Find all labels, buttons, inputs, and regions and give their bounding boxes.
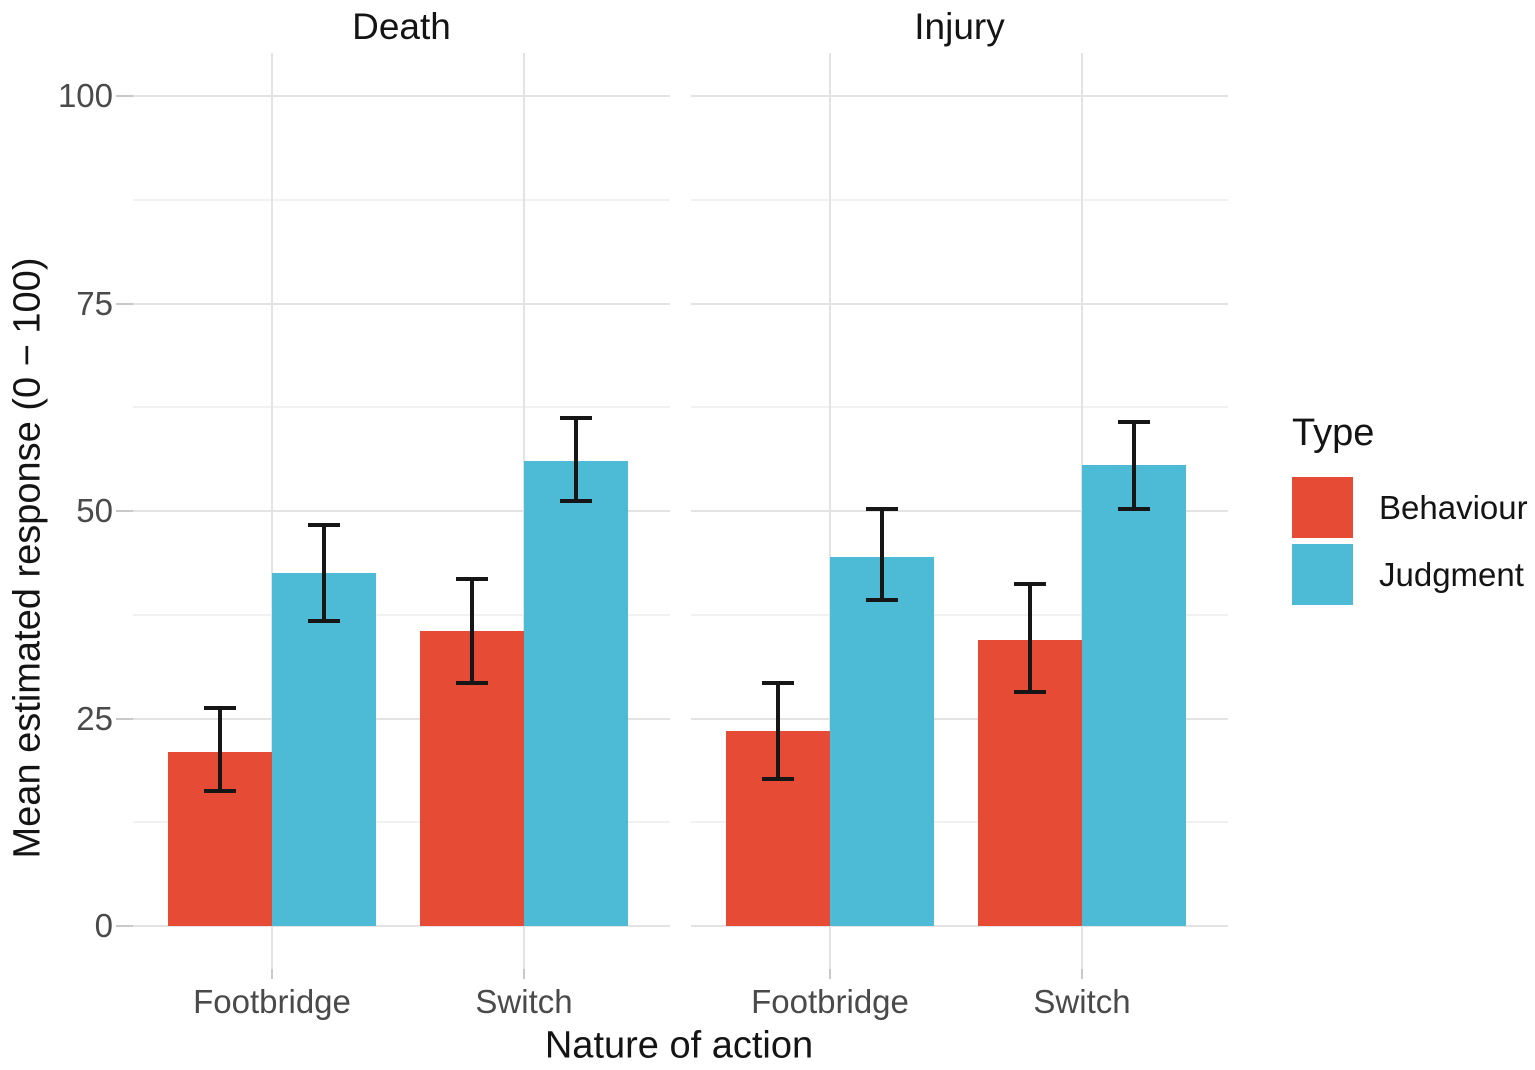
legend-title: Type: [1292, 412, 1375, 454]
error-bar-stem: [574, 415, 578, 503]
gridline-minor: [691, 613, 1228, 616]
error-bar-stem: [470, 577, 474, 686]
gridline-major: [133, 925, 670, 927]
error-bar-cap-bottom: [560, 498, 592, 503]
bar-judgment-switch-death: [524, 461, 628, 926]
bar-judgment-footbridge-injury: [830, 556, 934, 926]
error-bar-behaviour-footbridge-injury: [762, 681, 794, 781]
error-bar-judgment-footbridge-death: [308, 523, 340, 624]
gridline-minor: [691, 821, 1228, 824]
legend-item-judgment: Judgment: [1292, 544, 1528, 605]
y-tick-label: 50: [76, 492, 113, 529]
error-bar-cap-top: [308, 523, 340, 528]
gridline-minor: [133, 406, 670, 409]
gridline-major: [691, 95, 1228, 97]
error-bar-cap-top: [762, 681, 794, 686]
error-bar-cap-top: [1014, 581, 1046, 586]
gridline-minor: [691, 406, 1228, 409]
x-axis-title: Nature of action: [544, 1024, 814, 1067]
y-tick-label: 25: [76, 699, 113, 737]
gridline-vertical: [271, 53, 273, 969]
x-tick: [1081, 969, 1083, 979]
legend: Type Behaviour Judgment: [1292, 412, 1528, 605]
y-tick-label: 0: [94, 907, 113, 944]
error-bar-cap-top: [1118, 419, 1150, 424]
gridline-minor: [133, 613, 670, 616]
error-bar-judgment-footbridge-injury: [866, 506, 898, 603]
error-bar-stem: [1132, 419, 1136, 511]
gridline-minor: [133, 198, 670, 201]
error-bar-cap-top: [456, 577, 488, 582]
gridline-major: [133, 95, 670, 97]
error-bar-cap-bottom: [308, 619, 340, 624]
error-bar-behaviour-footbridge-death: [204, 706, 236, 794]
gridline-major: [691, 925, 1228, 927]
x-tick: [271, 969, 273, 979]
error-bar-cap-bottom: [204, 789, 236, 794]
gridline-major: [133, 510, 670, 512]
x-tick-label: Footbridge: [193, 983, 351, 1020]
error-bar-cap-top: [866, 506, 898, 511]
error-bar-stem: [218, 706, 222, 794]
error-bar-cap-bottom: [762, 776, 794, 781]
error-bar-behaviour-switch-injury: [1014, 581, 1046, 694]
y-tick: [116, 510, 133, 512]
error-bar-cap-top: [204, 706, 236, 711]
error-bar-stem: [776, 681, 780, 781]
gridline-vertical: [829, 53, 831, 969]
error-bar-cap-bottom: [1014, 689, 1046, 694]
error-bar-behaviour-switch-death: [456, 577, 488, 686]
legend-label-judgment: Judgment: [1379, 555, 1524, 593]
y-tick: [116, 302, 133, 305]
legend-item-behaviour: Behaviour: [1292, 477, 1528, 538]
error-bar-cap-bottom: [1118, 506, 1150, 511]
legend-swatch-judgment: [1292, 544, 1353, 605]
bar-judgment-footbridge-death: [272, 573, 376, 926]
error-bar-judgment-switch-injury: [1118, 419, 1150, 511]
error-bar-cap-top: [560, 415, 592, 420]
error-bar-stem: [322, 523, 326, 624]
facet-panel-death: [133, 53, 670, 969]
facet-title-death: Death: [352, 6, 451, 47]
x-tick-label: Footbridge: [751, 983, 909, 1020]
gridline-major: [133, 717, 670, 720]
y-tick-label: 100: [57, 77, 113, 114]
x-tick-label: Switch: [1033, 983, 1131, 1020]
gridline-major: [691, 302, 1228, 305]
error-bar-cap-bottom: [866, 598, 898, 603]
error-bar-cap-bottom: [456, 681, 488, 686]
gridline-major: [691, 510, 1228, 512]
legend-label-behaviour: Behaviour: [1379, 488, 1528, 526]
legend-swatch-behaviour: [1292, 477, 1353, 538]
error-bar-stem: [1028, 581, 1032, 694]
x-tick: [523, 969, 525, 979]
error-bar-judgment-switch-death: [560, 415, 592, 503]
gridline-major: [691, 717, 1228, 720]
y-tick: [116, 95, 133, 97]
y-tick: [116, 717, 133, 720]
y-tick: [116, 925, 133, 927]
x-tick: [829, 969, 831, 979]
gridline-minor: [133, 821, 670, 824]
gridline-major: [133, 302, 670, 305]
y-axis-title: Mean estimated response (0 − 100): [6, 257, 49, 859]
gridline-minor: [691, 198, 1228, 201]
y-tick-label: 75: [76, 284, 113, 322]
error-bar-stem: [880, 506, 884, 603]
facet-panel-injury: [691, 53, 1228, 969]
legend-items: Behaviour Judgment: [1292, 477, 1528, 605]
bar-judgment-switch-injury: [1082, 465, 1186, 926]
x-tick-label: Switch: [475, 983, 573, 1020]
facet-title-injury: Injury: [914, 6, 1005, 47]
